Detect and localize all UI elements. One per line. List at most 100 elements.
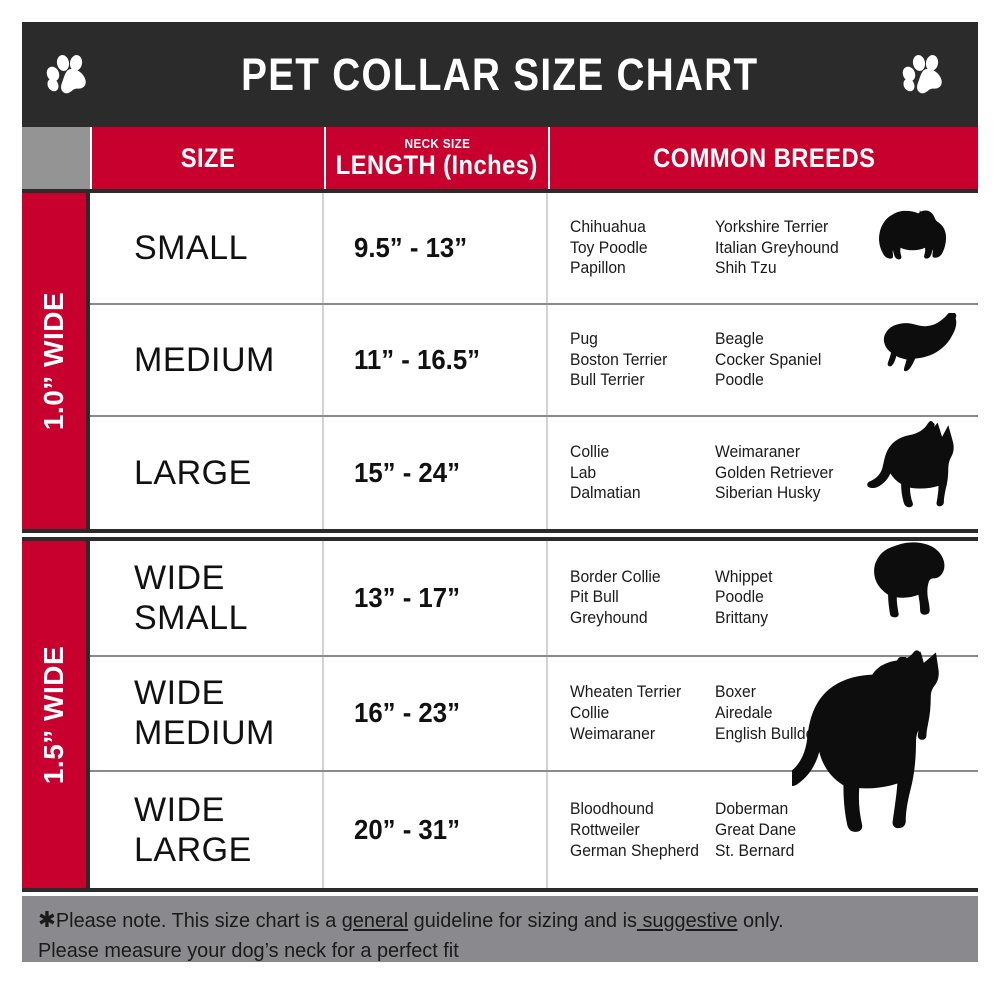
length-value: 15” - 24” xyxy=(354,456,460,488)
breed-item: Doberman xyxy=(715,799,789,818)
size-label: WIDE xyxy=(134,558,225,597)
breed-item: Greyhound xyxy=(570,609,648,628)
column-header-length-label: LENGTH (Inches) xyxy=(336,150,538,180)
breed-list-column-1: Pug Boston Terrier Bull Terrier xyxy=(570,329,715,391)
breed-item: Border Collie xyxy=(570,567,661,586)
table-body: 1.0” WIDE SMALL 9.5” - 13” Chihuahua Toy… xyxy=(22,189,978,892)
cell-length: 11” - 16.5” xyxy=(326,304,548,415)
footer-underline-suggestive: suggestive xyxy=(636,909,738,932)
header-corner-cell xyxy=(22,127,90,189)
german-shepherd-silhouette xyxy=(852,419,968,517)
footer-text-b: guideline for sizing and is xyxy=(408,909,637,932)
group-band-1-5-inch: 1.5” WIDE xyxy=(22,541,90,888)
cell-length: 9.5” - 13” xyxy=(326,193,548,303)
asterisk-icon: ✱ xyxy=(38,907,56,932)
breed-item: Boston Terrier xyxy=(570,350,668,369)
size-group-1-5-inch: 1.5” WIDE WIDE SMALL 13” - 17” Border Co… xyxy=(22,537,978,892)
breed-item: Poodle xyxy=(715,371,764,390)
page-title: PET COLLAR SIZE CHART xyxy=(241,48,759,100)
breed-list-column-2: Boxer Airedale English Bulldog xyxy=(715,682,855,744)
breed-item: Weimaraner xyxy=(570,724,656,743)
length-value: 13” - 17” xyxy=(354,581,460,613)
breed-item: Poodle xyxy=(715,588,764,607)
breed-item: Pug xyxy=(570,329,598,348)
breed-list-column-2: Beagle Cocker Spaniel Poodle xyxy=(715,329,855,391)
length-value: 9.5” - 13” xyxy=(354,231,468,263)
breed-item: Dalmatian xyxy=(570,484,641,503)
table-row: MEDIUM 11” - 16.5” Pug Boston Terrier Bu… xyxy=(90,304,978,417)
column-header-size-label: SIZE xyxy=(180,142,236,173)
breed-item: Wheaten Terrier xyxy=(570,683,682,702)
size-label: SMALL xyxy=(134,228,248,267)
breed-item: Yorkshire Terrier xyxy=(715,217,829,236)
breed-item: Rottweiler xyxy=(570,820,640,839)
breed-list-column-2: Whippet Poodle Brittany xyxy=(715,567,855,629)
breed-item: Golden Retriever xyxy=(715,463,834,482)
cell-size: WIDE LARGE xyxy=(90,772,324,888)
breed-item: Beagle xyxy=(715,329,764,348)
size-label: MEDIUM xyxy=(134,340,275,379)
breed-item: Lab xyxy=(570,463,597,482)
cell-size: WIDE SMALL xyxy=(90,541,324,655)
footer-note: ✱Please note. This size chart is a gener… xyxy=(22,896,978,962)
group-band-label: 1.0” WIDE xyxy=(38,291,69,431)
column-header-neck-size-label: NECK SIZE xyxy=(404,136,470,151)
cell-breeds: Border Collie Pit Bull Greyhound Whippet… xyxy=(550,541,978,655)
size-label-line2: SMALL xyxy=(134,598,248,637)
pet-collar-size-chart: PET COLLAR SIZE CHART SIZE NECK SIZE LEN… xyxy=(22,22,978,962)
breed-item: Brittany xyxy=(715,609,769,628)
paw-print-icon xyxy=(44,52,96,98)
breed-item: Siberian Husky xyxy=(715,484,821,503)
paw-print-icon xyxy=(900,52,952,98)
cell-breeds: Wheaten Terrier Collie Weimaraner Boxer … xyxy=(550,650,978,771)
footer-text-a: Please note. This size chart is a xyxy=(55,909,342,932)
cell-size: LARGE xyxy=(90,416,324,529)
breed-item: Collie xyxy=(570,442,610,461)
size-label: WIDE xyxy=(134,674,225,713)
cell-length: 13” - 17” xyxy=(326,541,548,655)
footer-underline-general: general xyxy=(341,909,409,932)
column-header-breeds: COMMON BREEDS xyxy=(550,127,978,189)
breed-item: Chihuahua xyxy=(570,217,646,236)
cell-breeds: Bloodhound Rottweiler German Shepherd Do… xyxy=(550,772,978,888)
breed-item: Collie xyxy=(570,704,610,723)
breed-item: Cocker Spaniel xyxy=(715,350,822,369)
small-fluffy-dog-silhouette xyxy=(872,205,956,277)
breed-list-column-1: Border Collie Pit Bull Greyhound xyxy=(570,567,715,629)
breed-item: Pit Bull xyxy=(570,588,619,607)
bulldog-silhouette xyxy=(856,541,960,633)
group-band-label: 1.5” WIDE xyxy=(38,645,69,784)
breed-item: Papillon xyxy=(570,259,626,278)
length-value: 11” - 16.5” xyxy=(354,343,481,375)
size-label: LARGE xyxy=(134,453,252,492)
size-label-line2: MEDIUM xyxy=(134,714,275,753)
column-header-length: NECK SIZE LENGTH (Inches) xyxy=(326,127,548,189)
cell-length: 16” - 23” xyxy=(326,656,548,771)
beagle-silhouette xyxy=(854,312,966,387)
breed-list-column-2: Weimaraner Golden Retriever Siberian Hus… xyxy=(715,442,855,504)
cell-breeds: Collie Lab Dalmatian Weimaraner Golden R… xyxy=(550,417,978,529)
breed-item: Italian Greyhound xyxy=(715,238,839,257)
size-group-1-inch: 1.0” WIDE SMALL 9.5” - 13” Chihuahua Toy… xyxy=(22,189,978,533)
breed-item: Boxer xyxy=(715,683,756,702)
column-header-size: SIZE xyxy=(92,127,324,189)
breed-list-column-1: Collie Lab Dalmatian xyxy=(570,442,715,504)
group-band-1-inch: 1.0” WIDE xyxy=(22,193,90,529)
footer-line-1: ✱Please note. This size chart is a gener… xyxy=(38,904,932,936)
breed-list-column-1: Wheaten Terrier Collie Weimaraner xyxy=(570,682,715,744)
cell-breeds: Pug Boston Terrier Bull Terrier Beagle C… xyxy=(550,305,978,415)
table-row: WIDE LARGE 20” - 31” Bloodhound Rottweil… xyxy=(90,772,978,888)
table-row: SMALL 9.5” - 13” Chihuahua Toy Poodle Pa… xyxy=(90,193,978,305)
breed-list-column-2: Doberman Great Dane St. Bernard xyxy=(715,799,855,861)
breed-item: Bloodhound xyxy=(570,799,654,818)
cell-length: 20” - 31” xyxy=(326,772,548,888)
table-row: LARGE 15” - 24” Collie Lab Dalmatian Wei… xyxy=(90,416,978,529)
table-row: WIDE MEDIUM 16” - 23” Wheaten Terrier Co… xyxy=(90,650,978,773)
breed-item: Airedale xyxy=(715,704,773,723)
cell-size: WIDE MEDIUM xyxy=(90,656,324,771)
breed-item: English Bulldog xyxy=(715,724,824,743)
breed-item: Weimaraner xyxy=(715,442,801,461)
cell-size: MEDIUM xyxy=(90,304,324,415)
footer-text-c: only. xyxy=(737,909,784,932)
cell-size: SMALL xyxy=(90,193,324,303)
